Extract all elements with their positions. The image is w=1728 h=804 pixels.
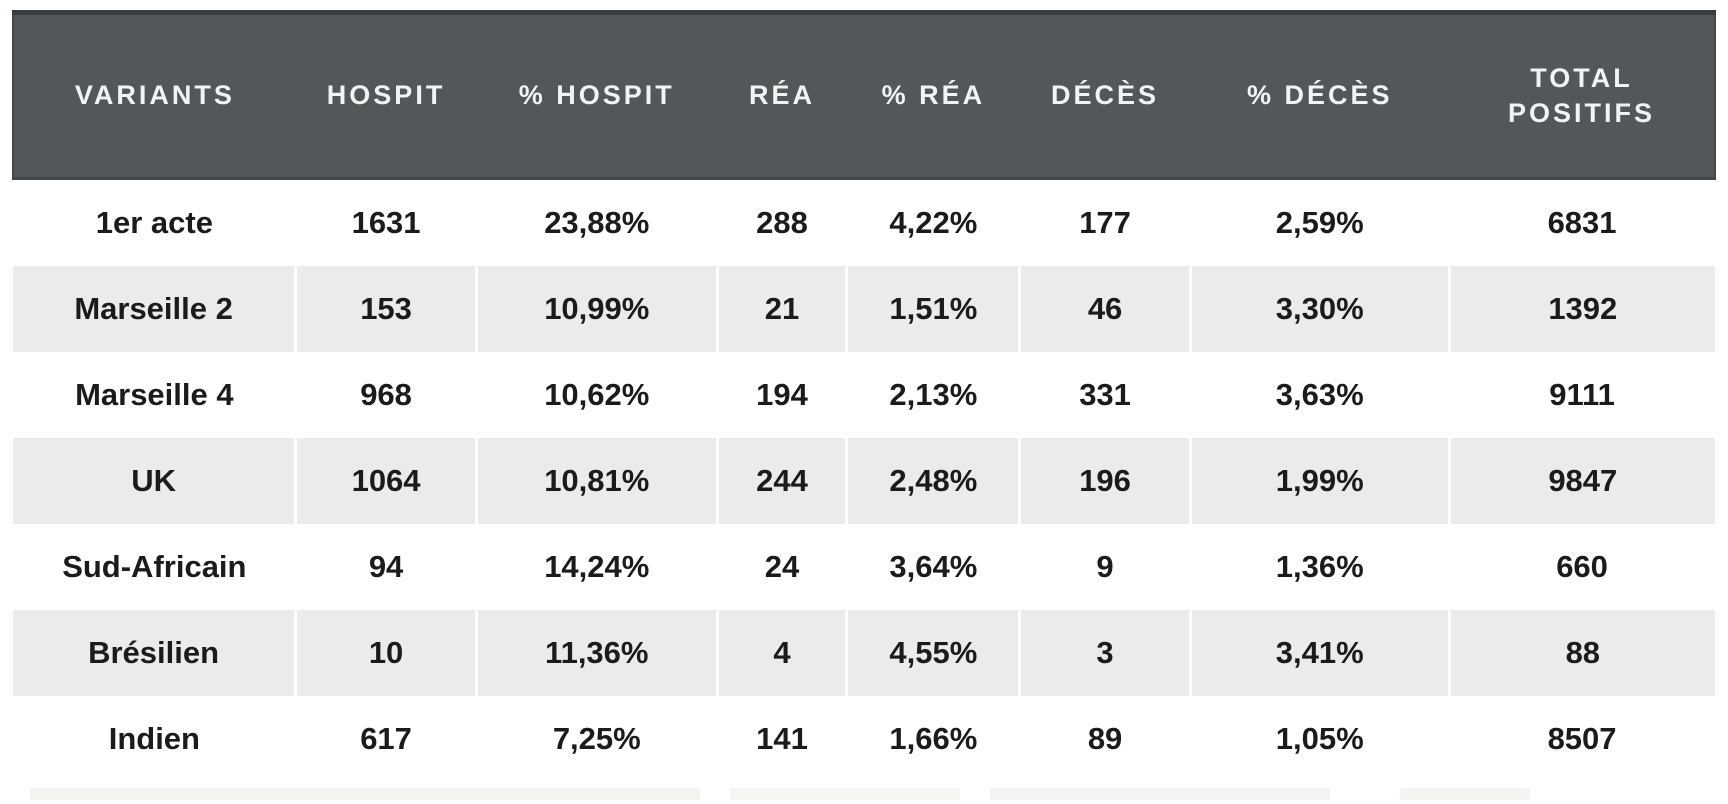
variants-table-container: VARIANTS HOSPIT % HOSPIT RÉA % RÉA DÉCÈS… bbox=[12, 10, 1716, 782]
column-header-pct-deces-label: % DÉCÈS bbox=[1246, 80, 1393, 111]
column-header-rea-label: RÉA bbox=[749, 80, 816, 111]
value-cell: 4,55% bbox=[845, 610, 1020, 696]
value-cell: 7,25% bbox=[476, 696, 718, 782]
bottom-artifact-segment bbox=[990, 788, 1330, 800]
bottom-artifact-segment bbox=[730, 788, 960, 800]
value-cell: 1,99% bbox=[1188, 438, 1450, 524]
value-cell: 6831 bbox=[1449, 178, 1715, 266]
value-cell: 968 bbox=[295, 352, 477, 438]
value-cell: 1,36% bbox=[1190, 524, 1450, 610]
value-cell: 23,88% bbox=[476, 178, 718, 266]
value-cell: 3,63% bbox=[1190, 352, 1450, 438]
variant-name-cell: 1er acte bbox=[13, 178, 296, 266]
column-header-rea: RÉA bbox=[717, 10, 847, 180]
value-cell: 1064 bbox=[294, 438, 477, 524]
value-cell: 177 bbox=[1019, 178, 1191, 266]
value-cell: 89 bbox=[1019, 696, 1191, 782]
value-cell: 2,13% bbox=[846, 352, 1020, 438]
column-header-deces-label: DÉCÈS bbox=[1051, 80, 1160, 111]
table-row: Sud-Africain 94 14,24% 24 3,64% 9 1,36% … bbox=[13, 524, 1715, 610]
value-cell: 8507 bbox=[1449, 696, 1715, 782]
value-cell: 660 bbox=[1449, 524, 1715, 610]
value-cell: 3,30% bbox=[1188, 266, 1450, 352]
value-cell: 4,22% bbox=[846, 178, 1020, 266]
value-cell: 9847 bbox=[1447, 438, 1715, 524]
variant-name-cell: Marseille 2 bbox=[13, 266, 296, 352]
value-cell: 3,41% bbox=[1188, 610, 1450, 696]
bottom-artifact-segment bbox=[1400, 788, 1530, 800]
column-header-variants-label: VARIANTS bbox=[74, 80, 235, 111]
value-cell: 1392 bbox=[1447, 266, 1715, 352]
bottom-artifact-segment bbox=[30, 788, 700, 800]
column-header-pct-deces: % DÉCÈS bbox=[1190, 10, 1450, 180]
table-row: Brésilien 10 11,36% 4 4,55% 3 3,41% 88 bbox=[13, 610, 1715, 696]
table-row: UK 1064 10,81% 244 2,48% 196 1,99% 9847 bbox=[13, 438, 1715, 524]
bottom-artifact-band bbox=[0, 788, 1728, 800]
column-header-total-positifs-label: TOTAL POSITIFS bbox=[1508, 62, 1656, 128]
value-cell: 1,05% bbox=[1190, 696, 1450, 782]
value-cell: 3,64% bbox=[846, 524, 1020, 610]
value-cell: 46 bbox=[1018, 266, 1191, 352]
value-cell: 196 bbox=[1018, 438, 1191, 524]
column-header-hospit: HOSPIT bbox=[295, 10, 477, 180]
table-row: Marseille 2 153 10,99% 21 1,51% 46 3,30%… bbox=[13, 266, 1715, 352]
variant-name-cell: Marseille 4 bbox=[13, 352, 296, 438]
value-cell: 1,66% bbox=[846, 696, 1020, 782]
variant-name-cell: Brésilien bbox=[13, 610, 296, 696]
column-header-hospit-label: HOSPIT bbox=[326, 80, 446, 111]
value-cell: 14,24% bbox=[476, 524, 718, 610]
value-cell: 9111 bbox=[1449, 352, 1715, 438]
value-cell: 4 bbox=[715, 610, 847, 696]
table-row: Indien 617 7,25% 141 1,66% 89 1,05% 8507 bbox=[13, 696, 1715, 782]
value-cell: 288 bbox=[717, 178, 847, 266]
column-header-deces: DÉCÈS bbox=[1019, 10, 1191, 180]
value-cell: 194 bbox=[717, 352, 847, 438]
column-header-pct-hospit: % HOSPIT bbox=[476, 10, 718, 180]
value-cell: 141 bbox=[717, 696, 847, 782]
value-cell: 9 bbox=[1019, 524, 1191, 610]
value-cell: 88 bbox=[1447, 610, 1715, 696]
variants-table: VARIANTS HOSPIT % HOSPIT RÉA % RÉA DÉCÈS… bbox=[12, 10, 1716, 782]
value-cell: 244 bbox=[715, 438, 847, 524]
variant-name-cell: UK bbox=[13, 438, 296, 524]
value-cell: 153 bbox=[294, 266, 477, 352]
value-cell: 2,48% bbox=[845, 438, 1020, 524]
value-cell: 3 bbox=[1018, 610, 1191, 696]
value-cell: 2,59% bbox=[1190, 178, 1450, 266]
value-cell: 10,62% bbox=[476, 352, 718, 438]
value-cell: 24 bbox=[717, 524, 847, 610]
column-header-pct-rea-label: % RÉA bbox=[881, 80, 986, 111]
value-cell: 1631 bbox=[295, 178, 477, 266]
column-header-pct-rea: % RÉA bbox=[846, 10, 1020, 180]
value-cell: 10 bbox=[294, 610, 477, 696]
value-cell: 11,36% bbox=[474, 610, 718, 696]
value-cell: 21 bbox=[715, 266, 847, 352]
value-cell: 10,99% bbox=[474, 266, 718, 352]
value-cell: 10,81% bbox=[474, 438, 718, 524]
variant-name-cell: Sud-Africain bbox=[13, 524, 296, 610]
column-header-pct-hospit-label: % HOSPIT bbox=[518, 80, 675, 111]
value-cell: 94 bbox=[295, 524, 477, 610]
value-cell: 331 bbox=[1019, 352, 1191, 438]
column-header-variants: VARIANTS bbox=[12, 10, 296, 180]
value-cell: 1,51% bbox=[845, 266, 1020, 352]
variant-name-cell: Indien bbox=[13, 696, 296, 782]
table-header-row: VARIANTS HOSPIT % HOSPIT RÉA % RÉA DÉCÈS… bbox=[12, 10, 1716, 180]
table-row: Marseille 4 968 10,62% 194 2,13% 331 3,6… bbox=[13, 352, 1715, 438]
column-header-total-positifs: TOTAL POSITIFS bbox=[1449, 10, 1716, 180]
table-row: 1er acte 1631 23,88% 288 4,22% 177 2,59%… bbox=[13, 178, 1715, 266]
value-cell: 617 bbox=[295, 696, 477, 782]
